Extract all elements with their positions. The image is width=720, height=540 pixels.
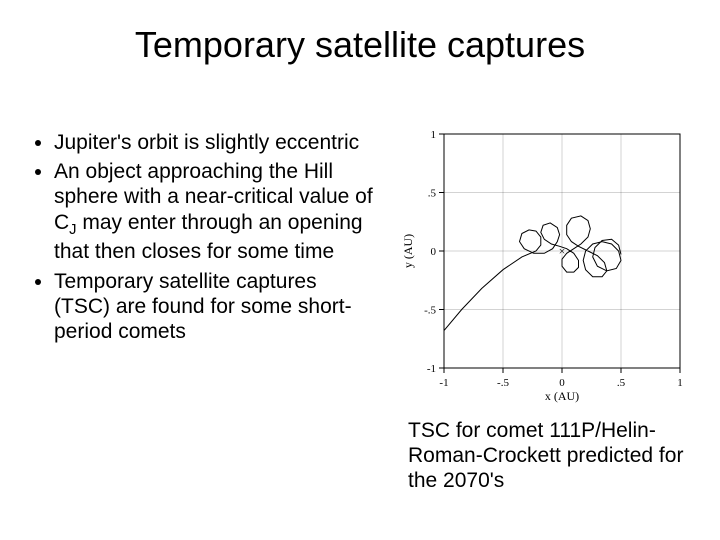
svg-text:.5: .5: [617, 377, 626, 389]
bullet-item: Jupiter's orbit is slightly eccentric: [54, 130, 378, 155]
slide: Temporary satellite captures Jupiter's o…: [0, 0, 720, 540]
orbit-plot: -1-.50.51-1-.50.51x (AU)y (AU)×: [400, 124, 690, 404]
bullet-text: Jupiter's orbit is slightly eccentric: [54, 131, 359, 154]
svg-text:0: 0: [559, 377, 565, 389]
subscript-j: J: [69, 222, 76, 238]
bullet-text: Temporary satellite captures (TSC) are f…: [54, 270, 352, 343]
svg-text:-1: -1: [427, 363, 436, 375]
svg-text:x (AU): x (AU): [545, 389, 579, 403]
svg-text:0: 0: [431, 246, 437, 258]
bullet-item: An object approaching the Hill sphere wi…: [54, 159, 378, 264]
svg-text:.5: .5: [428, 188, 437, 200]
orbit-svg: -1-.50.51-1-.50.51x (AU)y (AU)×: [400, 124, 690, 404]
svg-text:1: 1: [677, 377, 683, 389]
bullet-item: Temporary satellite captures (TSC) are f…: [54, 269, 378, 345]
figure-caption: TSC for comet 111P/Helin-Roman-Crockett …: [408, 418, 698, 494]
slide-title: Temporary satellite captures: [0, 24, 720, 66]
svg-text:-1: -1: [439, 377, 448, 389]
svg-text:y (AU): y (AU): [401, 234, 415, 268]
svg-text:1: 1: [431, 129, 437, 141]
bullet-list: Jupiter's orbit is slightly eccentric An…: [30, 130, 378, 348]
svg-text:-.5: -.5: [424, 305, 436, 317]
svg-text:-.5: -.5: [497, 377, 509, 389]
bullet-text-post: may enter through an opening that then c…: [54, 211, 363, 264]
